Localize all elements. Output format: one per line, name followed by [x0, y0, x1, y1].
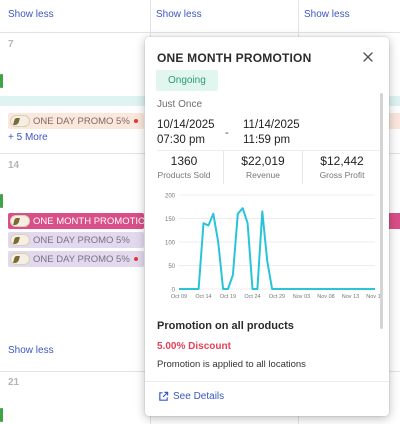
popup-scrollbar[interactable] [380, 93, 383, 329]
chart-x-tick-label: Nov 18 [366, 294, 381, 300]
stat-label: Revenue [245, 170, 281, 180]
chart-series-line [179, 207, 375, 290]
event-label: ONE DAY PROMO 5% [33, 253, 130, 265]
date-separator: - [225, 127, 229, 139]
end-time: 11:59 pm [243, 134, 291, 146]
today-marker [0, 408, 3, 422]
day-number: 21 [8, 377, 20, 388]
day-number: 7 [8, 39, 14, 50]
sales-line-chart: 0 50 100 150 200 Oct 09 Oct 14 Oct 19 Oct 24 Oct … [165, 194, 381, 301]
stat-gross-profit: $12,442 Gross Profit [303, 150, 381, 184]
chart-x-tick-label: Oct 09 [171, 294, 187, 300]
frequency-text: Just Once [157, 99, 203, 110]
status-badge: Ongoing [156, 70, 218, 91]
event-label: ONE DAY PROMO 5% [33, 115, 130, 127]
promotion-popup: ONE MONTH PROMOTION Ongoing Just Once 10… [145, 37, 389, 416]
show-less-link[interactable]: Show less [304, 9, 350, 20]
end-datetime: 11/14/2025 11:59 pm [243, 118, 300, 148]
status-dot-icon [133, 257, 138, 261]
event-one-day-promo[interactable]: ONE DAY PROMO 5% [8, 251, 144, 267]
chart-y-tick-label: 50 [168, 264, 175, 270]
see-details-link[interactable]: See Details [158, 391, 224, 402]
promo-thumbnail-icon [10, 215, 30, 227]
stat-value: $22,019 [241, 154, 285, 168]
event-label: ONE MONTH PROMOTION [33, 215, 144, 227]
stat-label: Gross Profit [319, 170, 365, 180]
stat-label: Products Sold [157, 170, 211, 180]
event-one-day-promo[interactable]: ONE DAY PROMO 5% [8, 232, 144, 248]
show-less-link[interactable]: Show less [8, 345, 54, 356]
chart-x-tick-label: Nov 03 [293, 294, 310, 300]
event-label: ONE DAY PROMO 5% [33, 234, 130, 246]
start-date: 10/14/2025 [157, 119, 215, 131]
stat-revenue: $22,019 Revenue [224, 150, 303, 184]
row-divider [0, 32, 400, 33]
discount-text: 5.00% Discount [157, 341, 231, 352]
stat-value: $12,442 [320, 154, 364, 168]
chart-y-tick-label: 0 [172, 288, 176, 294]
chart-x-tick-label: Oct 14 [195, 294, 211, 300]
today-marker [0, 74, 3, 88]
chart-x-tick-label: Oct 29 [269, 294, 285, 300]
status-label: Ongoing [168, 75, 206, 86]
stats-divider [157, 150, 381, 151]
event-one-day-promo[interactable]: ONE DAY PROMO 5% [8, 113, 144, 129]
event-band[interactable] [389, 113, 400, 129]
close-icon[interactable] [361, 50, 375, 64]
show-less-link[interactable]: Show less [8, 9, 54, 20]
applies-to-text: Promotion is applied to all locations [157, 359, 306, 370]
promotion-heading: Promotion on all products [157, 320, 294, 332]
stat-products-sold: 1360 Products Sold [145, 150, 224, 184]
stats-row: 1360 Products Sold $22,019 Revenue $12,4… [145, 150, 381, 184]
chart-y-tick-label: 200 [165, 194, 176, 200]
show-less-link[interactable]: Show less [156, 9, 202, 20]
start-time: 07:30 pm [157, 134, 205, 146]
stat-value: 1360 [170, 154, 198, 168]
external-link-icon [159, 391, 169, 401]
chart-x-tick-label: Oct 19 [220, 294, 236, 300]
chart-y-tick-label: 150 [165, 217, 176, 223]
promo-thumbnail-icon [10, 115, 30, 127]
day-number: 14 [8, 160, 20, 171]
popup-title: ONE MONTH PROMOTION [157, 51, 312, 65]
chart-x-tick-label: Oct 24 [244, 294, 260, 300]
today-marker [0, 194, 3, 208]
promo-thumbnail-icon [10, 253, 30, 265]
chart-x-tick-label: Nov 08 [317, 294, 334, 300]
chart-x-tick-label: Nov 13 [342, 294, 359, 300]
start-datetime: 10/14/2025 07:30 pm [157, 118, 215, 148]
more-events-link[interactable]: + 5 More [8, 132, 48, 143]
chart-y-tick-label: 100 [165, 241, 176, 247]
event-band[interactable] [389, 213, 400, 229]
footer-divider [145, 381, 389, 382]
see-details-label: See Details [173, 391, 225, 402]
promo-thumbnail-icon [10, 234, 30, 246]
status-dot-icon [133, 119, 138, 123]
end-date: 11/14/2025 [243, 119, 300, 131]
event-one-month-promotion[interactable]: ONE MONTH PROMOTION [8, 213, 144, 229]
